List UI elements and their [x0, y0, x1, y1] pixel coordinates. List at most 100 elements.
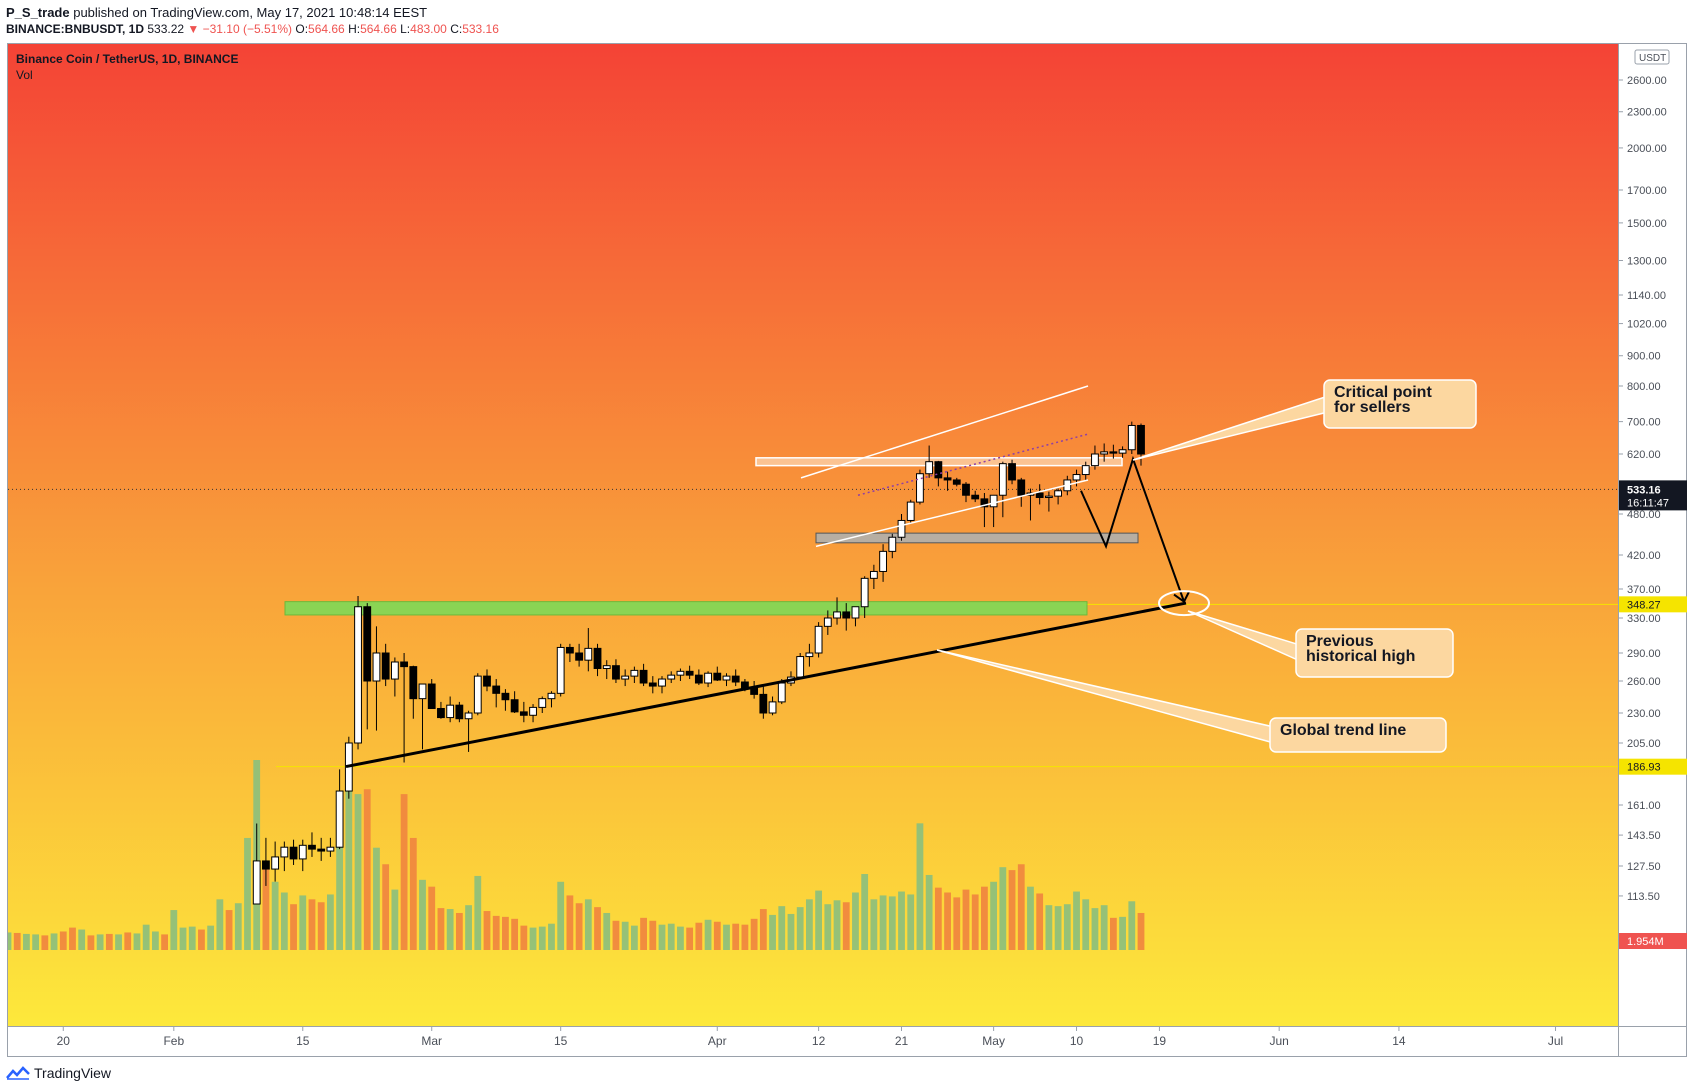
- volume-bar: [999, 867, 1007, 950]
- candle-body: [262, 860, 270, 870]
- volume-bar: [584, 899, 592, 950]
- currency-badge: [1634, 49, 1670, 65]
- callout-previous-high-text: Previous: [1306, 633, 1374, 650]
- volume-bar: [262, 861, 270, 950]
- volume-bar: [1119, 916, 1126, 950]
- volume-bar: [630, 925, 638, 950]
- volume-bar: [363, 789, 371, 950]
- support-level-badge: [1619, 758, 1687, 775]
- volume-bar: [170, 910, 178, 950]
- volume-bar: [787, 913, 795, 950]
- candle-body: [869, 570, 878, 579]
- candle-body: [925, 461, 934, 475]
- candle-body: [805, 652, 814, 658]
- volume-bar: [327, 894, 334, 950]
- volume-bar: [1128, 901, 1136, 950]
- candle-body: [860, 577, 869, 608]
- footer-brand[interactable]: TradingView: [6, 1065, 111, 1081]
- volume-bar: [612, 920, 620, 950]
- volume-bar: [142, 924, 150, 950]
- volume-bar: [1091, 908, 1099, 950]
- time-tick-label: Mar: [421, 1034, 442, 1048]
- time-tick-label: 10: [1070, 1034, 1084, 1048]
- volume-bar: [649, 920, 657, 950]
- volume-bar: [695, 922, 703, 950]
- candle-body: [1044, 495, 1053, 499]
- callout-critical-point-text: Critical point: [1334, 384, 1432, 401]
- open-value: 564.66: [308, 22, 345, 36]
- volume-bar: [69, 927, 76, 950]
- symbol: BINANCE:BNBUSDT, 1D: [6, 22, 145, 36]
- volume-bar: [962, 889, 970, 950]
- support-level-label: 186.93: [1627, 762, 1661, 774]
- target-zone: [815, 532, 1139, 544]
- candle-body: [418, 683, 427, 700]
- tradingview-logo-icon: [6, 1066, 30, 1080]
- volume-bar: [677, 926, 684, 950]
- brand-name: TradingView: [34, 1065, 112, 1081]
- volume-bar: [345, 789, 353, 950]
- candle-body: [409, 666, 418, 700]
- channel-upper-line: [800, 385, 1089, 479]
- volume-bar: [1100, 905, 1108, 950]
- chart-pane[interactable]: Critical point for sellers Previous histori…: [7, 43, 1619, 1027]
- price-axis[interactable]: 2600.00 2300.00 2000.00 1700.00 1500.00 1300.…: [1619, 43, 1687, 1027]
- time-axis[interactable]: 20 Feb 15 Mar 15 Apr 12 21 May 10 19 Jun 14 Jul: [7, 1027, 1619, 1057]
- price-tick-label: 620.00: [1627, 449, 1661, 461]
- volume-bar: [759, 909, 767, 950]
- price-tick-label: 800.00: [1627, 381, 1661, 393]
- candle-body: [473, 675, 482, 714]
- volume-bar: [41, 935, 49, 950]
- callout-global-trend: Global trend line: [936, 649, 1447, 753]
- volume-bar: [1054, 906, 1062, 950]
- volume-bar: [1008, 870, 1016, 950]
- price-axis-svg[interactable]: 2600.00 2300.00 2000.00 1700.00 1500.00 1300.…: [1619, 44, 1687, 1028]
- volume-bar: [861, 874, 869, 950]
- candle-body: [538, 698, 547, 708]
- volume-bar: [898, 891, 905, 950]
- candle-body: [833, 611, 841, 619]
- volume-bar: [354, 794, 362, 950]
- volume-bar: [1082, 899, 1090, 950]
- author[interactable]: P_S_trade: [6, 5, 70, 20]
- candle-body: [1054, 490, 1063, 497]
- volume-bar: [188, 926, 196, 950]
- candle-body: [998, 463, 1007, 496]
- candle-body: [989, 494, 998, 508]
- previous-high-zone: [284, 601, 1088, 616]
- volume-bar: [87, 935, 95, 950]
- volume-bar: [234, 903, 242, 950]
- candle-body: [1127, 424, 1136, 451]
- candle-body: [280, 846, 289, 858]
- candle-body: [602, 665, 611, 669]
- volume-bar: [1045, 905, 1053, 950]
- candle-body: [289, 846, 298, 860]
- previous-high-label: 348.27: [1627, 599, 1661, 611]
- volume-bar: [907, 894, 915, 950]
- volume-bar: [23, 933, 30, 950]
- volume-bar: [548, 923, 555, 950]
- volume-bar: [852, 892, 859, 950]
- volume-bar: [373, 847, 380, 950]
- callout-global-trend-text: Global trend line: [1280, 722, 1406, 739]
- last-price-label: 533.16: [1627, 484, 1661, 496]
- volume-bar: [971, 894, 979, 950]
- candle-body: [851, 606, 860, 619]
- candle-body: [381, 652, 390, 680]
- callout-previous-high-text: historical high: [1306, 648, 1415, 665]
- volume-bar: [198, 929, 205, 950]
- candle-body: [888, 536, 897, 552]
- volume-bar: [437, 908, 445, 950]
- volume-bar: [474, 875, 482, 950]
- candle-body: [897, 519, 906, 538]
- volume-bar: [538, 926, 546, 950]
- volume-bar: [271, 881, 279, 950]
- candle-body: [575, 652, 584, 661]
- callout-global-trend-box: [1269, 717, 1447, 753]
- volume-bar: [428, 886, 436, 950]
- time-axis-svg[interactable]: 20 Feb 15 Mar 15 Apr 12 21 May 10 19 Jun 14 Jul: [8, 1027, 1620, 1057]
- volume-bar: [870, 899, 878, 950]
- volume-bar: [382, 864, 390, 950]
- candle-body: [1109, 451, 1118, 454]
